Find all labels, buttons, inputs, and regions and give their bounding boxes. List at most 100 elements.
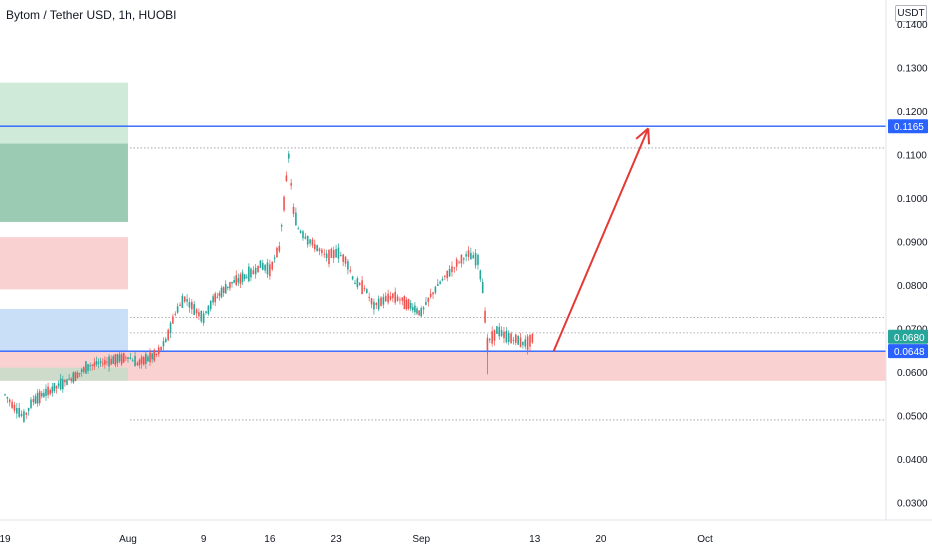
candle-body — [36, 392, 39, 404]
candle-body — [407, 299, 410, 309]
candle-body — [38, 391, 41, 404]
candle-body — [361, 280, 363, 295]
candle-body — [153, 349, 156, 361]
candle-body — [160, 346, 162, 351]
candle-body — [479, 270, 482, 280]
candle-body — [237, 278, 240, 283]
candle-body — [458, 261, 460, 263]
currency-button[interactable]: USDT — [895, 5, 927, 22]
candle-body — [74, 372, 77, 382]
candle-body — [95, 361, 98, 365]
candle-body — [136, 362, 139, 365]
candle-body — [332, 249, 335, 259]
candle-body — [389, 296, 392, 300]
candle-body — [316, 245, 318, 252]
zone-red — [0, 351, 886, 381]
time-tick-label: 20 — [595, 534, 607, 545]
candle-body — [169, 322, 172, 333]
zones-layer — [0, 82, 886, 381]
candle-body — [344, 256, 347, 264]
candle-body — [191, 301, 193, 310]
candle-body — [304, 236, 307, 239]
horizontal-lines-layer — [0, 125, 886, 421]
candle-body — [519, 337, 522, 347]
candle-body — [53, 383, 56, 392]
candle-body — [323, 253, 326, 255]
candle-body — [318, 248, 321, 252]
candle-body — [517, 335, 519, 345]
candle-body — [269, 264, 271, 277]
candle-body — [172, 316, 174, 324]
candle-body — [49, 390, 51, 394]
candle-body — [125, 357, 127, 359]
candle-body — [368, 296, 370, 298]
candle-body — [27, 408, 30, 411]
candle-body — [481, 282, 484, 294]
time-tick-label: 16 — [264, 534, 276, 545]
price-tick-label: 0.0400 — [897, 455, 928, 466]
candle-body — [155, 353, 158, 355]
candle-body — [250, 268, 252, 278]
candle-body — [16, 407, 18, 414]
candle-body — [439, 281, 441, 284]
candle-body — [40, 392, 43, 397]
candle-body — [43, 392, 45, 398]
candle-body — [401, 297, 404, 301]
candle-body — [373, 301, 375, 310]
price-tick-label: 0.0800 — [897, 281, 928, 292]
candle-body — [328, 249, 330, 265]
candle-body — [202, 313, 205, 324]
candle-body — [285, 175, 288, 181]
candle-body — [212, 296, 214, 303]
candle-body — [147, 356, 149, 362]
candle-body — [207, 305, 210, 315]
candle-body — [34, 396, 37, 404]
candle-body — [340, 255, 342, 257]
time-tick-label: Aug — [119, 534, 137, 545]
candle-body — [287, 153, 290, 159]
candle-body — [4, 394, 6, 396]
candle-body — [11, 401, 13, 408]
candle-body — [292, 206, 295, 214]
candle-body — [72, 372, 75, 383]
candle-body — [347, 261, 349, 270]
candle-body — [309, 239, 311, 244]
candle-body — [342, 254, 344, 262]
candle-body — [47, 386, 49, 396]
time-tick-label: 19 — [0, 534, 11, 545]
candle-body — [162, 341, 165, 347]
candle-body — [394, 291, 397, 303]
candle-body — [278, 245, 281, 252]
candle-body — [68, 378, 70, 380]
projection-arrow-layer — [552, 127, 651, 352]
candle-body — [311, 239, 314, 246]
candle-body — [91, 364, 94, 366]
candle-body — [235, 275, 238, 286]
candle-body — [351, 276, 354, 280]
candle-body — [337, 247, 340, 259]
candle-body — [87, 364, 89, 371]
candle-body — [167, 329, 169, 341]
candle-body — [416, 308, 418, 314]
candle-body — [370, 298, 373, 305]
price-tag — [888, 119, 928, 134]
candle-body — [193, 304, 195, 315]
candle-body — [295, 212, 297, 226]
candle-body — [134, 355, 136, 367]
candle-body — [366, 289, 368, 293]
candle-body — [375, 302, 378, 306]
price-tick-label: 0.1100 — [897, 150, 927, 161]
candle-body — [93, 362, 96, 367]
price-tick-label: 0.1200 — [897, 107, 928, 118]
price-tag — [888, 344, 928, 359]
candle-body — [8, 399, 11, 403]
candle-body — [382, 296, 385, 305]
candle-body — [138, 359, 141, 366]
zone-blue — [0, 308, 128, 352]
candle-body — [460, 254, 463, 264]
candle-body — [283, 196, 285, 211]
zone-green — [0, 367, 128, 381]
candle-body — [183, 296, 186, 302]
candle-body — [99, 361, 102, 363]
